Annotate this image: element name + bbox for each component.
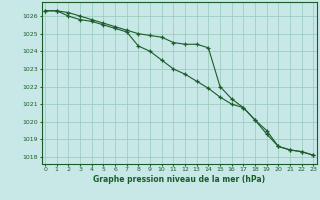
X-axis label: Graphe pression niveau de la mer (hPa): Graphe pression niveau de la mer (hPa) <box>93 175 265 184</box>
